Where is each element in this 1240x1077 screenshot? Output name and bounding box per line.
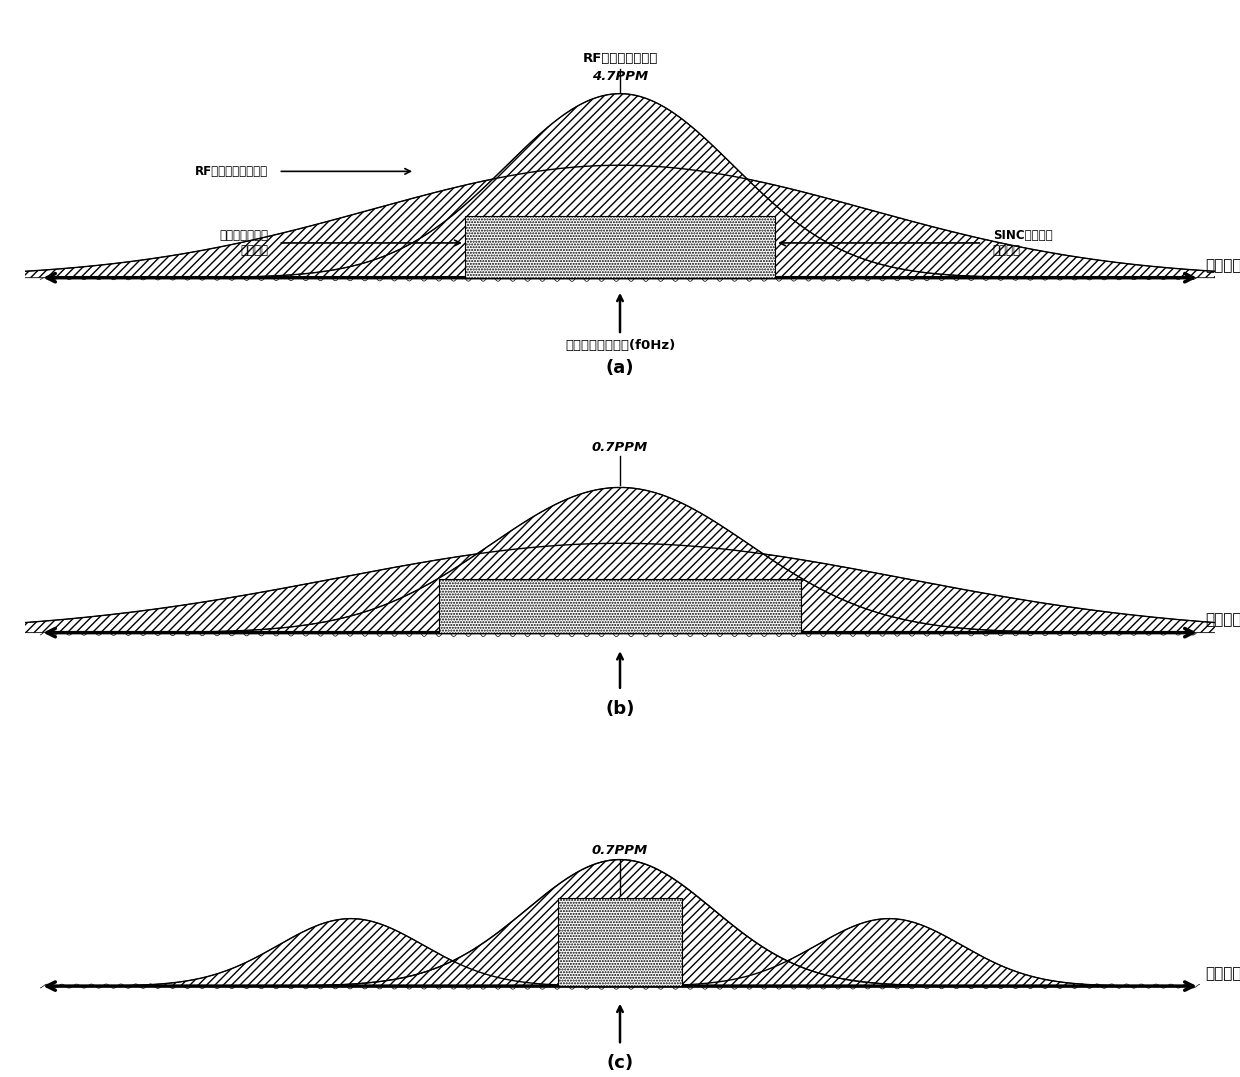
Bar — [439, 579, 801, 632]
Text: RF脉冲的载波频率: RF脉冲的载波频率 — [583, 52, 657, 65]
Text: 4.7PPM: 4.7PPM — [591, 70, 649, 83]
Text: 没有水信号: 没有水信号 — [1205, 966, 1240, 981]
Bar — [558, 897, 682, 987]
Text: 水分子的共振频率(f0Hz): 水分子的共振频率(f0Hz) — [565, 339, 675, 352]
Text: (a): (a) — [606, 360, 634, 378]
Text: RF脉冲的重聚焦带宽: RF脉冲的重聚焦带宽 — [195, 165, 268, 178]
Text: (c): (c) — [606, 1053, 634, 1072]
Text: SINC滤波器的
驻留时间: SINC滤波器的 驻留时间 — [993, 229, 1053, 257]
Text: 基于采样速率的
接收带宽: 基于采样速率的 接收带宽 — [219, 229, 268, 257]
Text: 0.7PPM: 0.7PPM — [591, 844, 649, 857]
Text: 0.7PPM: 0.7PPM — [591, 440, 649, 453]
Text: (b): (b) — [605, 700, 635, 717]
Bar — [465, 216, 775, 278]
Text: 有水信号: 有水信号 — [1205, 257, 1240, 272]
Text: 没有水信号: 没有水信号 — [1205, 612, 1240, 627]
